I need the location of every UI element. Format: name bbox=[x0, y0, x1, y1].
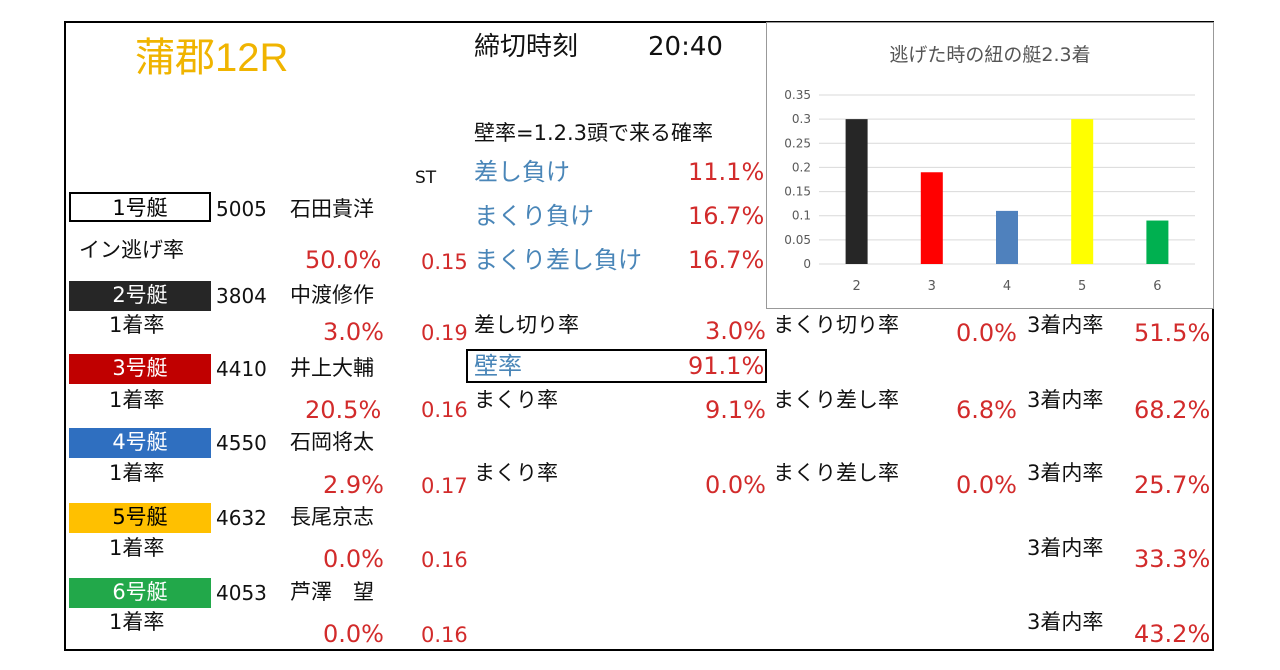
boat-3-number: 4410 bbox=[216, 357, 267, 381]
boat-6-rate: 0.0% bbox=[323, 620, 384, 648]
loss-label: まくり負け bbox=[474, 202, 594, 230]
boat-4-number: 4550 bbox=[216, 431, 267, 455]
wall-rate-box bbox=[466, 349, 767, 383]
top3-value: 33.3% bbox=[1134, 545, 1211, 573]
boat-2-rate: 3.0% bbox=[323, 318, 384, 346]
boat-2-st: 0.19 bbox=[421, 321, 468, 345]
st-header: ST bbox=[415, 168, 437, 188]
makuri-label: まくり率 bbox=[474, 461, 558, 485]
makuri-label: まくり率 bbox=[474, 388, 558, 412]
boat-5-badge: 5号艇 bbox=[69, 503, 211, 533]
chart-panel: 逃げた時の紐の艇2.3着 0 0.05 0.1 0.15 0.2 0.25 0.3 0.35 2… bbox=[766, 22, 1214, 309]
makurisashi-label: まくり差し率 bbox=[773, 388, 899, 412]
card-frame bbox=[64, 21, 1214, 651]
wall-rate-label: 壁率 bbox=[474, 352, 522, 380]
bar-4 bbox=[996, 210, 1018, 264]
wall-rate-value: 91.1% bbox=[688, 352, 765, 380]
top3-value: 43.2% bbox=[1134, 620, 1211, 648]
makurisashi-value: 6.8% bbox=[956, 396, 1017, 424]
boat-6-st: 0.16 bbox=[421, 623, 468, 647]
wall-definition: 壁率=1.2.3頭で来る確率 bbox=[474, 121, 714, 145]
boat-2-badge: 2号艇 bbox=[69, 281, 211, 311]
top3-label: 3着内率 bbox=[1027, 388, 1104, 412]
y-tick-label: 0.25 bbox=[784, 136, 811, 150]
makurikiri-label: まくり切り率 bbox=[773, 313, 899, 337]
loss-label: まくり差し負け bbox=[474, 248, 642, 272]
top3-value: 51.5% bbox=[1134, 319, 1211, 347]
boat-1-badge: 1号艇 bbox=[69, 192, 211, 222]
y-tick-label: 0.3 bbox=[792, 112, 811, 126]
boat-2-rate-label: 1着率 bbox=[109, 313, 165, 337]
y-tick-label: 0.2 bbox=[792, 160, 811, 174]
boat-4-st: 0.17 bbox=[421, 474, 468, 498]
boat-1-number: 5005 bbox=[216, 197, 267, 221]
boat-3-st: 0.16 bbox=[421, 398, 468, 422]
makuri-value: 0.0% bbox=[705, 471, 766, 499]
deadline-time: 20:40 bbox=[648, 32, 723, 62]
x-tick-label: 4 bbox=[1003, 279, 1011, 294]
race-title: 蒲郡12R bbox=[135, 36, 289, 80]
boat-4-rate: 2.9% bbox=[323, 471, 384, 499]
boat-1-rate-label: イン逃げ率 bbox=[79, 238, 184, 262]
boat-5-racer: 長尾京志 bbox=[290, 505, 374, 529]
boat-4-rate-label: 1着率 bbox=[109, 461, 165, 485]
boat-6-rate-label: 1着率 bbox=[109, 610, 165, 634]
boat-3-rate-label: 1着率 bbox=[109, 388, 165, 412]
makurisashi-value: 0.0% bbox=[956, 471, 1017, 499]
top3-value: 68.2% bbox=[1134, 396, 1211, 424]
boat-2-number: 3804 bbox=[216, 284, 267, 308]
boat-4-racer: 石岡将太 bbox=[290, 430, 374, 454]
boat-3-rate: 20.5% bbox=[305, 396, 382, 424]
y-tick-label: 0 bbox=[803, 257, 811, 271]
boat-5-number: 4632 bbox=[216, 506, 267, 530]
boat-1-rate: 50.0% bbox=[305, 246, 382, 274]
bar-6 bbox=[1146, 220, 1169, 264]
bar-chart: 逃げた時の紐の艇2.3着 0 0.05 0.1 0.15 0.2 0.25 0.3 0.35 2… bbox=[784, 44, 1195, 294]
boat-3-badge: 3号艇 bbox=[69, 354, 211, 384]
top3-label: 3着内率 bbox=[1027, 313, 1104, 337]
loss-value: 11.1% bbox=[688, 158, 765, 186]
y-tick-label: 0.15 bbox=[784, 185, 811, 199]
boat-6-racer: 芦澤 望 bbox=[290, 580, 374, 604]
y-tick-label: 0.35 bbox=[784, 88, 811, 102]
boat-5-st: 0.16 bbox=[421, 548, 468, 572]
boat-6-badge: 6号艇 bbox=[69, 578, 211, 608]
x-tick-label: 3 bbox=[928, 279, 936, 294]
boat-6-number: 4053 bbox=[216, 581, 267, 605]
top3-value: 25.7% bbox=[1134, 471, 1211, 499]
sashikiri-label: 差し切り率 bbox=[474, 313, 579, 337]
makuri-value: 9.1% bbox=[705, 396, 766, 424]
boat-5-rate-label: 1着率 bbox=[109, 536, 165, 560]
loss-label: 差し負け bbox=[474, 158, 570, 186]
bar-2 bbox=[845, 119, 868, 265]
boat-2-racer: 中渡修作 bbox=[290, 283, 374, 307]
loss-value: 16.7% bbox=[688, 246, 765, 274]
boat-5-rate: 0.0% bbox=[323, 545, 384, 573]
makurisashi-label: まくり差し率 bbox=[773, 461, 899, 485]
boat-3-racer: 井上大輔 bbox=[290, 356, 374, 380]
sashikiri-value: 3.0% bbox=[705, 317, 766, 345]
top3-label: 3着内率 bbox=[1027, 536, 1104, 560]
x-tick-label: 6 bbox=[1153, 279, 1161, 294]
bar-3 bbox=[920, 172, 943, 264]
makurikiri-value: 0.0% bbox=[956, 319, 1017, 347]
boat-1-racer: 石田貴洋 bbox=[290, 197, 374, 221]
boat-1-st: 0.15 bbox=[421, 250, 468, 274]
top3-label: 3着内率 bbox=[1027, 610, 1104, 634]
y-tick-label: 0.05 bbox=[784, 233, 811, 247]
deadline-label: 締切時刻 bbox=[474, 32, 579, 62]
y-tick-label: 0.1 bbox=[792, 209, 811, 223]
boat-4-badge: 4号艇 bbox=[69, 428, 211, 458]
chart-title: 逃げた時の紐の艇2.3着 bbox=[889, 44, 1090, 66]
top3-label: 3着内率 bbox=[1027, 461, 1104, 485]
bar-5 bbox=[1071, 119, 1094, 265]
loss-value: 16.7% bbox=[688, 202, 765, 230]
x-tick-label: 2 bbox=[852, 279, 860, 294]
x-tick-label: 5 bbox=[1078, 279, 1086, 294]
